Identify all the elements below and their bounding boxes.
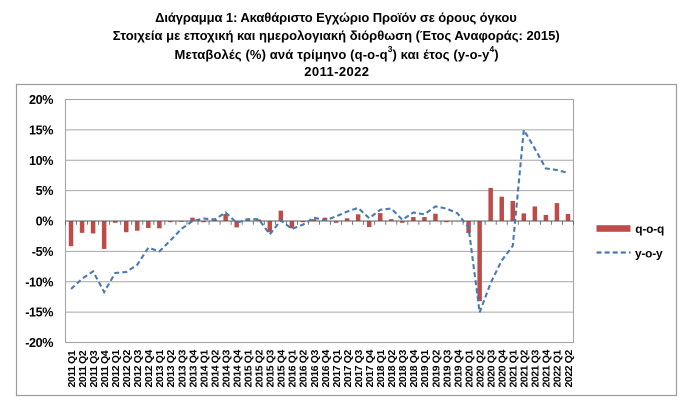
svg-text:2019 Q1: 2019 Q1 — [420, 350, 431, 388]
svg-text:2019 Q3: 2019 Q3 — [442, 350, 453, 388]
svg-text:0%: 0% — [36, 215, 54, 229]
svg-text:2022 Q2: 2022 Q2 — [564, 350, 575, 388]
svg-text:2018 Q3: 2018 Q3 — [398, 350, 409, 388]
svg-text:2016 Q2: 2016 Q2 — [299, 350, 310, 388]
svg-text:2022 Q1: 2022 Q1 — [553, 350, 564, 388]
svg-text:2014 Q3: 2014 Q3 — [221, 350, 232, 388]
svg-text:2021 Q1: 2021 Q1 — [509, 350, 520, 388]
svg-text:2011 Q1: 2011 Q1 — [67, 350, 78, 387]
svg-text:2012 Q1: 2012 Q1 — [111, 350, 122, 388]
svg-text:2016 Q3: 2016 Q3 — [310, 350, 321, 388]
svg-text:10%: 10% — [29, 154, 53, 168]
svg-text:2019 Q2: 2019 Q2 — [431, 350, 442, 388]
svg-text:2014 Q1: 2014 Q1 — [199, 350, 210, 388]
svg-text:2020 Q4: 2020 Q4 — [498, 350, 509, 388]
svg-text:2014 Q4: 2014 Q4 — [232, 350, 243, 388]
svg-text:-15%: -15% — [25, 306, 53, 320]
svg-text:2020 Q2: 2020 Q2 — [475, 350, 486, 388]
svg-text:2021 Q2: 2021 Q2 — [520, 350, 531, 388]
svg-text:-5%: -5% — [32, 245, 53, 259]
svg-text:2018 Q1: 2018 Q1 — [376, 350, 387, 388]
svg-text:y-o-y: y-o-y — [635, 246, 663, 260]
svg-text:2013 Q4: 2013 Q4 — [188, 350, 199, 388]
svg-text:2019 Q4: 2019 Q4 — [453, 350, 464, 388]
svg-text:2017 Q3: 2017 Q3 — [354, 350, 365, 388]
svg-text:2016 Q1: 2016 Q1 — [288, 350, 299, 388]
svg-text:2013 Q2: 2013 Q2 — [166, 350, 177, 388]
svg-text:2018 Q2: 2018 Q2 — [387, 350, 398, 388]
svg-text:5%: 5% — [36, 184, 54, 198]
svg-text:2015 Q3: 2015 Q3 — [266, 350, 277, 388]
svg-text:-10%: -10% — [25, 275, 53, 289]
svg-text:-20%: -20% — [25, 336, 53, 350]
svg-text:2020 Q3: 2020 Q3 — [486, 350, 497, 388]
svg-text:2012 Q4: 2012 Q4 — [144, 350, 155, 388]
svg-text:2011 Q3: 2011 Q3 — [89, 350, 100, 387]
svg-text:15%: 15% — [29, 123, 53, 137]
svg-text:2017 Q2: 2017 Q2 — [343, 350, 354, 388]
svg-text:2015 Q2: 2015 Q2 — [255, 350, 266, 388]
svg-text:2017 Q4: 2017 Q4 — [365, 350, 376, 388]
svg-text:2021 Q3: 2021 Q3 — [531, 350, 542, 388]
svg-text:q-o-q: q-o-q — [635, 222, 664, 236]
svg-text:20%: 20% — [29, 93, 53, 107]
svg-text:2016 Q4: 2016 Q4 — [321, 350, 332, 388]
svg-text:2012 Q2: 2012 Q2 — [122, 350, 133, 388]
svg-text:2015 Q4: 2015 Q4 — [277, 350, 288, 388]
svg-text:2015 Q1: 2015 Q1 — [244, 350, 255, 388]
svg-text:2017 Q1: 2017 Q1 — [332, 350, 343, 388]
svg-text:2011 Q2: 2011 Q2 — [78, 350, 89, 387]
svg-text:2012 Q3: 2012 Q3 — [133, 350, 144, 388]
svg-text:2013 Q3: 2013 Q3 — [177, 350, 188, 388]
svg-text:2011 Q4: 2011 Q4 — [100, 350, 111, 387]
svg-text:2013 Q1: 2013 Q1 — [155, 350, 166, 388]
svg-text:2014 Q2: 2014 Q2 — [210, 350, 221, 388]
svg-text:2020 Q1: 2020 Q1 — [464, 350, 475, 388]
svg-text:2018 Q4: 2018 Q4 — [409, 350, 420, 388]
svg-text:2021 Q4: 2021 Q4 — [542, 350, 553, 388]
